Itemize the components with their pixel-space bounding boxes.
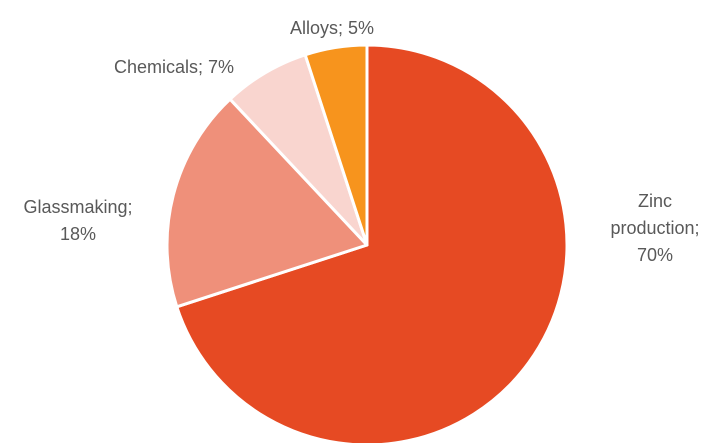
data-label-line: Glassmaking; xyxy=(23,197,132,217)
data-label-zinc-production: Zinc production; 70% xyxy=(610,191,699,265)
pie-data-labels: Zinc production; 70% Glassmaking; 18% Chemica… xyxy=(23,18,699,265)
data-label-line: Alloys; 5% xyxy=(290,18,374,38)
data-label-glassmaking: Glassmaking; 18% xyxy=(23,197,132,244)
data-label-alloys: Alloys; 5% xyxy=(290,18,374,38)
pie-slices xyxy=(165,43,569,443)
data-label-chemicals: Chemicals; 7% xyxy=(114,57,234,77)
data-label-line: 70% xyxy=(637,245,673,265)
data-label-line: production; xyxy=(610,218,699,238)
data-label-line: 18% xyxy=(60,224,96,244)
data-label-line: Chemicals; 7% xyxy=(114,57,234,77)
data-label-line: Zinc xyxy=(638,191,672,211)
pie-slice-alloys xyxy=(303,43,369,247)
pie-slice-zinc-production xyxy=(175,43,569,443)
pie-slice-glassmaking xyxy=(165,97,369,309)
